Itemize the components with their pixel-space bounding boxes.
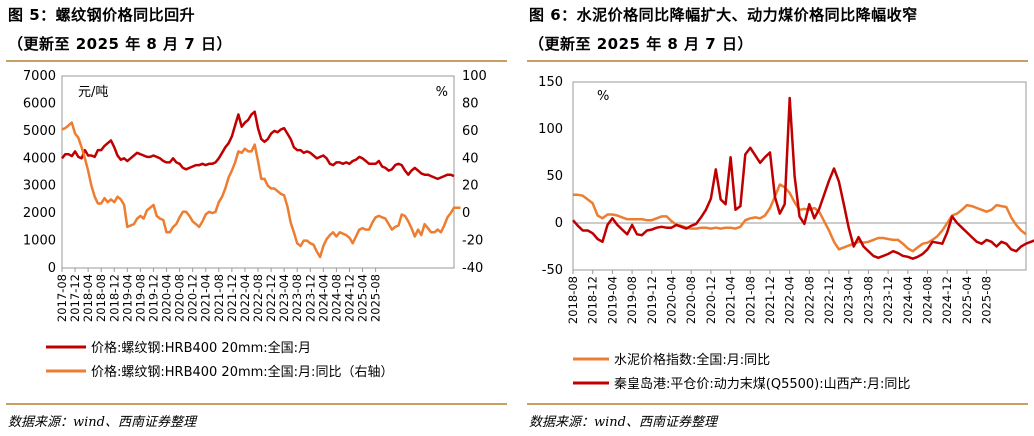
x-tick-label: 2018-12 (586, 276, 600, 324)
x-tick-label: 2019-04 (120, 274, 134, 322)
x-tick-label: 2021-08 (212, 274, 226, 322)
left-y-tick-label: 0 (48, 261, 56, 276)
y-tick-label: 150 (538, 75, 563, 90)
x-tick-label: 2018-08 (566, 276, 580, 324)
x-tick-label: 2019-12 (146, 274, 160, 322)
right-bottom-rule (527, 403, 1028, 405)
left-y-tick-label: 3000 (23, 179, 56, 194)
x-tick-label: 2023-12 (303, 274, 317, 322)
left-y-tick-label: 2000 (23, 206, 56, 221)
x-tick-label: 2024-08 (329, 274, 343, 322)
right-y-tick-label: 100 (462, 69, 487, 84)
x-tick-label: 2023-04 (842, 276, 856, 324)
x-tick-label: 2024-04 (316, 274, 330, 322)
right-y-tick-label: 20 (462, 179, 479, 194)
right-chart-subtitle: （更新至 2025 年 8 月 7 日） (529, 35, 753, 53)
y-axis-unit: % (597, 89, 609, 104)
x-tick-label: 2021-08 (743, 276, 757, 324)
x-tick-label: 2018-08 (94, 274, 108, 322)
y-tick-label: 0 (555, 216, 563, 231)
left-y-tick-label: 6000 (23, 96, 56, 111)
right-y-tick-label: -20 (462, 234, 483, 249)
x-tick-label: 2021-04 (724, 276, 738, 324)
left-source-note: 数据来源：wind、西南证券整理 (8, 415, 196, 430)
left-y-tick-label: 1000 (23, 234, 56, 249)
right-chart-title: 图 6：水泥价格同比降幅扩大、动力煤价格同比降幅收窄 (529, 6, 918, 24)
left-top-rule (6, 60, 507, 62)
x-tick-label: 2023-08 (861, 276, 875, 324)
x-tick-label: 2021-04 (199, 274, 213, 322)
legend-label: 秦皇岛港:平仓价:动力末煤(Q5500):山西产:月:同比 (614, 376, 910, 392)
x-tick-label: 2019-04 (605, 276, 619, 324)
x-tick-label: 2025-08 (980, 276, 994, 324)
x-tick-label: 2022-04 (238, 274, 252, 322)
left-axis-unit: 元/吨 (78, 85, 108, 100)
y-tick-label: 100 (538, 122, 563, 137)
right-top-rule (527, 60, 1028, 62)
x-tick-label: 2021-12 (225, 274, 239, 322)
x-tick-label: 2024-04 (901, 276, 915, 324)
x-tick-label: 2025-04 (356, 274, 370, 322)
right-y-tick-label: 0 (462, 206, 470, 221)
x-tick-label: 2023-12 (881, 276, 895, 324)
legend-label: 价格:螺纹钢:HRB400 20mm:全国:月 (91, 340, 311, 356)
x-tick-label: 2024-12 (940, 276, 954, 324)
right-source-note: 数据来源：wind、西南证券整理 (529, 415, 717, 430)
left-y-tick-label: 7000 (23, 69, 56, 84)
x-tick-label: 2020-08 (684, 276, 698, 324)
right-chart: -50 0 50 100 150% 2018-08 2018-12 2019-04 2019-0… (538, 75, 1034, 392)
right-y-tick-label: 80 (462, 96, 479, 111)
x-tick-label: 2024-08 (921, 276, 935, 324)
left-chart-subtitle: （更新至 2025 年 8 月 7 日） (8, 35, 232, 53)
left-chart-title: 图 5：螺纹钢价格同比回升 (8, 6, 196, 24)
right-y-tick-label: -40 (462, 261, 483, 276)
x-tick-label: 2017-12 (68, 274, 82, 322)
rebar-yoy-line (61, 121, 461, 259)
x-tick-label: 2020-04 (160, 274, 174, 322)
x-tick-label: 2018-04 (81, 274, 95, 322)
x-tick-label: 2022-04 (783, 276, 797, 324)
x-tick-label: 2025-08 (369, 274, 383, 322)
right-chart-panel: 图 6：水泥价格同比降幅扩大、动力煤价格同比降幅收窄 （更新至 2025 年 8… (521, 0, 1034, 436)
y-tick-label: 50 (546, 169, 563, 184)
x-tick-label: 2023-04 (277, 274, 291, 322)
x-tick-label: 2021-12 (763, 276, 777, 324)
legend-label: 价格:螺纹钢:HRB400 20mm:全国:月:同比（右轴） (91, 364, 393, 380)
coal-yoy-line (572, 96, 1034, 260)
x-tick-label: 2019-08 (133, 274, 147, 322)
x-tick-label: 2020-12 (704, 276, 718, 324)
x-tick-label: 2019-12 (645, 276, 659, 324)
x-tick-label: 2020-04 (664, 276, 678, 324)
x-tick-label: 2022-12 (264, 274, 278, 322)
left-chart-panel: 图 5：螺纹钢价格同比回升 （更新至 2025 年 8 月 7 日） 0 1000… (0, 0, 513, 436)
left-bottom-rule (6, 403, 507, 405)
right-y-tick-label: 40 (462, 151, 479, 166)
rebar-price-line (61, 110, 455, 181)
x-tick-label: 2020-08 (173, 274, 187, 322)
x-tick-label: 2022-12 (822, 276, 836, 324)
y-tick-label: -50 (542, 263, 563, 278)
right-axis-unit: % (436, 85, 448, 100)
x-tick-label: 2019-08 (625, 276, 639, 324)
x-tick-label: 2025-04 (960, 276, 974, 324)
x-tick-label: 2020-12 (186, 274, 200, 322)
left-y-tick-label: 5000 (23, 124, 56, 139)
x-tick-label: 2024-12 (342, 274, 356, 322)
right-plot-frame (572, 81, 1027, 271)
left-y-tick-label: 4000 (23, 151, 56, 166)
left-chart: 0 1000 2000 3000 4000 5000 6000 7000 -40 -20 0 20 40… (23, 69, 487, 380)
legend-label: 水泥价格指数:全国:月:同比 (614, 352, 770, 368)
x-tick-label: 2018-12 (107, 274, 121, 322)
left-plot-frame (61, 75, 455, 269)
x-tick-label: 2017-08 (55, 274, 69, 322)
x-tick-label: 2023-08 (290, 274, 304, 322)
x-tick-label: 2022-08 (802, 276, 816, 324)
right-y-tick-label: 60 (462, 124, 479, 139)
x-tick-label: 2022-08 (251, 274, 265, 322)
